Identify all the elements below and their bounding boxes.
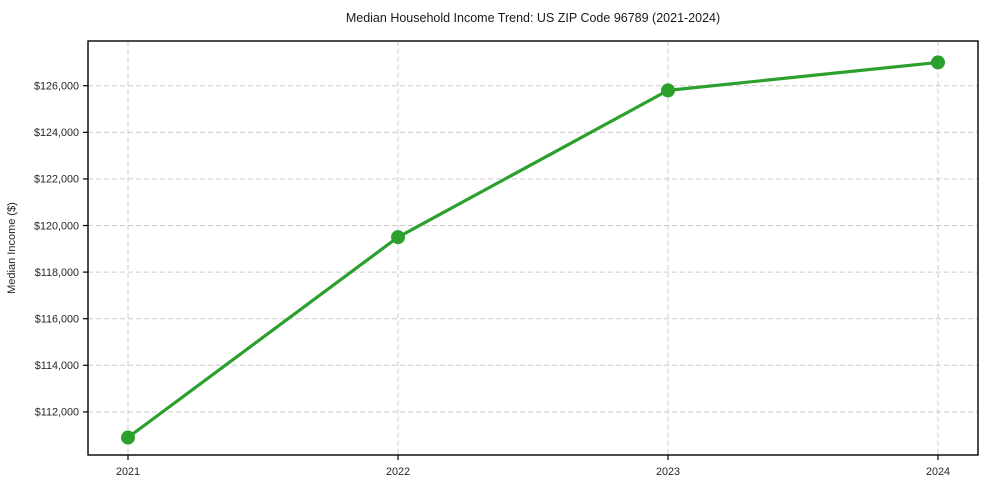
data-point-marker: [931, 55, 945, 70]
plot-border: [87, 40, 979, 456]
axes: $112,000 $114,000 $116,000 $118,000 $120,000…: [34, 40, 979, 478]
gridlines: [88, 41, 978, 455]
y-tick-label: $124,000: [34, 127, 79, 139]
y-tick-label: $126,000: [34, 81, 79, 93]
x-tick-label: 2021: [116, 466, 140, 478]
data-point-marker: [391, 230, 405, 245]
y-tick-label: $118,000: [35, 267, 79, 279]
trend-line: [126, 60, 940, 440]
y-tick-label: $116,000: [35, 314, 79, 326]
y-tick-label: $120,000: [34, 220, 79, 232]
data-point-marker: [121, 430, 135, 445]
data-point-marker: [661, 83, 675, 98]
y-tick-label: $114,000: [35, 360, 79, 372]
x-tick-label: 2024: [926, 466, 950, 478]
chart-title: Median Household Income Trend: US ZIP Co…: [346, 11, 720, 25]
x-tick-label: 2023: [656, 466, 680, 478]
data-series: [121, 55, 945, 445]
y-tick-label: $112,000: [35, 407, 79, 419]
y-axis-label: Median Income ($): [6, 202, 18, 294]
y-tick-label: $122,000: [34, 174, 79, 186]
x-tick-label: 2022: [386, 466, 410, 478]
